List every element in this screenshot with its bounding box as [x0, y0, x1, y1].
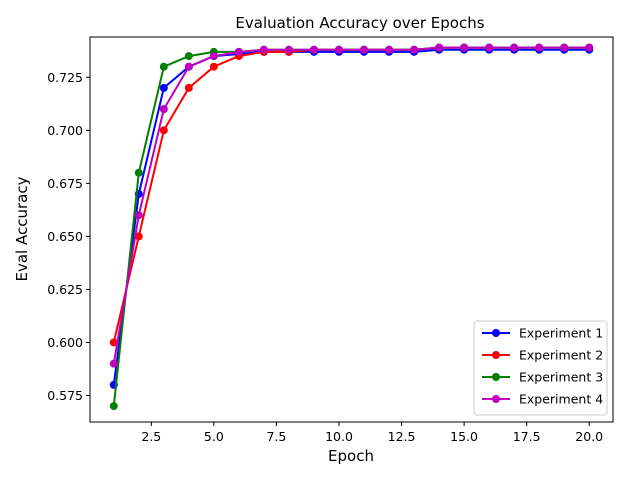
legend-marker — [492, 395, 500, 403]
y-tick-label: 0.625 — [47, 282, 83, 297]
data-point — [109, 338, 118, 347]
data-point — [159, 105, 168, 114]
y-tick-label: 0.600 — [47, 335, 83, 350]
series-4 — [109, 43, 594, 368]
data-point — [334, 45, 343, 54]
data-point — [209, 62, 218, 71]
series-2 — [109, 43, 594, 347]
data-point — [535, 43, 544, 52]
legend-label: Experiment 1 — [519, 326, 603, 341]
x-axis: 2.5 5.0 7.5 10.0 12.5 15.0 17.5 20.0 — [141, 422, 603, 444]
y-tick-label: 0.650 — [47, 229, 83, 244]
y-tick-label: 0.700 — [47, 123, 83, 138]
data-point — [209, 52, 218, 61]
data-point — [159, 126, 168, 135]
legend-marker — [492, 329, 500, 337]
x-tick-label: 10.0 — [325, 429, 353, 444]
legend-item: Experiment 2 — [482, 348, 603, 363]
legend: Experiment 1 Experiment 2 Experiment 3 Expe… — [473, 320, 608, 416]
y-axis-label: Eval Accuracy — [13, 176, 31, 281]
legend-label: Experiment 3 — [519, 370, 603, 385]
x-tick-label: 5.0 — [204, 429, 224, 444]
legend-label: Experiment 4 — [519, 392, 603, 407]
data-point — [309, 45, 318, 54]
data-point — [284, 45, 293, 54]
legend-marker — [492, 351, 500, 359]
y-axis: 0.575 0.600 0.625 0.650 0.675 0.700 0.725 — [47, 70, 90, 403]
legend-item: Experiment 1 — [482, 326, 603, 341]
y-tick-label: 0.725 — [47, 70, 83, 85]
x-tick-label: 15.0 — [450, 429, 478, 444]
data-point — [109, 359, 118, 368]
legend-label: Experiment 2 — [519, 348, 603, 363]
data-point — [234, 47, 243, 56]
legend-item: Experiment 3 — [482, 370, 603, 385]
legend-item: Experiment 4 — [482, 392, 603, 407]
data-point — [385, 45, 394, 54]
x-tick-label: 20.0 — [575, 429, 603, 444]
chart-title: Evaluation Accuracy over Epochs — [235, 14, 484, 32]
axes-frame — [89, 36, 614, 423]
data-point — [560, 43, 569, 52]
legend-marker — [492, 373, 500, 381]
data-point — [134, 168, 143, 177]
x-tick-label: 12.5 — [388, 429, 416, 444]
data-point — [184, 83, 193, 92]
data-point — [109, 402, 118, 411]
data-point — [585, 43, 594, 52]
x-tick-label: 7.5 — [266, 429, 286, 444]
data-point — [159, 83, 168, 92]
x-tick-label: 2.5 — [141, 429, 161, 444]
data-point — [360, 45, 369, 54]
series-line — [112, 46, 590, 364]
data-point — [134, 232, 143, 241]
data-point — [184, 62, 193, 71]
y-tick-label: 0.575 — [47, 388, 83, 403]
x-axis-label: Epoch — [328, 447, 374, 465]
y-tick-label: 0.675 — [47, 176, 83, 191]
data-point — [435, 43, 444, 52]
legend-box — [473, 320, 608, 416]
data-point — [485, 43, 494, 52]
data-point — [259, 45, 268, 54]
data-point — [159, 62, 168, 71]
data-point — [184, 52, 193, 61]
series-line — [112, 46, 590, 343]
data-point — [410, 45, 419, 54]
x-tick-label: 17.5 — [513, 429, 541, 444]
data-point — [134, 211, 143, 220]
data-point — [460, 43, 469, 52]
data-point — [510, 43, 519, 52]
plot-area — [109, 43, 594, 411]
